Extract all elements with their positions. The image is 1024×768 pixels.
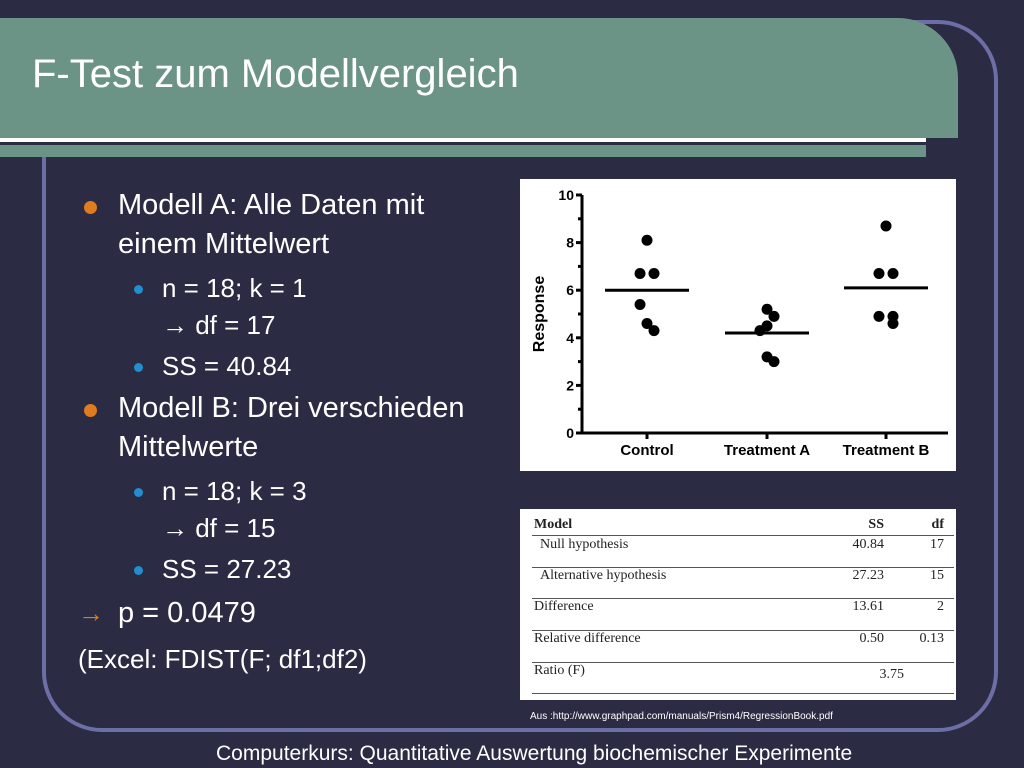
bullet-p-value: → p = 0.0479 xyxy=(78,594,508,633)
sub-bullet-df: → df = 17 xyxy=(162,310,276,340)
y-tick-label: 6 xyxy=(566,282,574,298)
table-row: Difference 13.61 2 xyxy=(532,599,954,631)
x-tick-label: Treatment B xyxy=(843,442,930,459)
x-tick-label: Control xyxy=(620,442,673,459)
bullet-dot xyxy=(84,404,97,417)
table-row: Relative difference 0.50 0.13 xyxy=(532,631,954,663)
y-axis-label: Response xyxy=(531,276,548,353)
table-cell-label: Difference xyxy=(534,599,594,614)
data-point xyxy=(641,234,653,246)
sub-bullet-df: → df = 15 xyxy=(162,513,276,543)
title-underline xyxy=(0,145,926,157)
data-point xyxy=(761,303,773,315)
chart-svg: 0 2 4 6 8 10 Response Control Treatment A Treatme… xyxy=(531,187,948,459)
data-point xyxy=(873,268,885,280)
title-band xyxy=(0,18,958,138)
sub-bullet-model-a-n: n = 18; k = 1 → df = 17 xyxy=(78,270,508,344)
title-divider xyxy=(0,138,926,142)
y-tick-label: 10 xyxy=(558,187,574,203)
bullet-list: Modell A: Alle Daten mit einem Mittelwer… xyxy=(78,186,508,677)
table-cell-ss: 40.84 xyxy=(852,537,885,552)
slide-title: F-Test zum Modellvergleich xyxy=(32,52,519,96)
arrow-right-icon: → xyxy=(78,598,104,628)
sub-bullet-dot xyxy=(134,285,143,294)
data-point xyxy=(887,268,899,280)
table-row: Null hypothesis 40.84 17 xyxy=(532,537,954,568)
table-cell-label: Alternative hypothesis xyxy=(540,568,667,583)
bullet-model-a: Modell A: Alle Daten mit einem Mittelwer… xyxy=(78,186,508,264)
ss-table: Model SS df Null hypothesis 40.84 17 Alt… xyxy=(520,509,956,700)
sub-bullet-text: SS = 40.84 xyxy=(162,351,292,381)
footer: Computerkurs: Quantitative Auswertung bi… xyxy=(216,742,853,765)
bullet-dot xyxy=(84,201,97,214)
table-row: Ratio (F) 3.75 xyxy=(532,663,954,694)
table-cell-df: 17 xyxy=(930,537,944,552)
table-cell-ss: 13.61 xyxy=(852,599,885,614)
table-cell-label: Ratio (F) xyxy=(534,663,585,678)
data-point xyxy=(641,318,653,330)
bullet-text: p = 0.0479 xyxy=(118,597,256,629)
table-cell-df: 0.13 xyxy=(919,631,945,646)
sub-bullet-model-b-n: n = 18; k = 3 → df = 15 xyxy=(78,473,508,547)
sub-bullet-dot xyxy=(134,566,143,575)
source-note: Aus :http://www.graphpad.com/manuals/Pri… xyxy=(530,711,833,722)
table-cell-df: 2 xyxy=(937,599,944,614)
scatter-chart: 0 2 4 6 8 10 Response Control Treatment A Treatme… xyxy=(520,179,956,471)
data-point xyxy=(648,325,660,337)
bullet-text: Modell A: Alle Daten mit einem Mittelwer… xyxy=(118,189,425,260)
y-tick-label: 0 xyxy=(566,425,574,441)
sub-bullet-text: n = 18; k = 1 xyxy=(162,273,307,303)
sub-bullet-dot xyxy=(134,363,143,372)
table-header-df: df xyxy=(931,517,944,532)
table-row: Alternative hypothesis 27.23 15 xyxy=(532,568,954,599)
excel-note: (Excel: FDIST(F; df1;df2) xyxy=(78,644,367,674)
x-tick-label: Treatment A xyxy=(724,442,810,459)
sub-bullet-text: SS = 27.23 xyxy=(162,554,292,584)
data-point xyxy=(768,356,780,368)
data-point xyxy=(634,298,646,310)
sub-bullet-dot xyxy=(134,488,143,497)
table-header-model: Model xyxy=(534,517,573,532)
y-tick-label: 4 xyxy=(566,330,574,346)
sub-bullet-model-a-ss: SS = 40.84 xyxy=(78,348,508,385)
data-point xyxy=(887,318,899,330)
sub-bullet-text: n = 18; k = 3 xyxy=(162,476,307,506)
data-point xyxy=(873,310,885,322)
table-cell-ss: 3.75 xyxy=(879,667,905,682)
table-header-row: Model SS df xyxy=(532,517,954,536)
y-tick-label: 2 xyxy=(566,377,574,393)
data-point xyxy=(880,220,892,232)
bullet-text: Modell B: Drei verschieden Mittelwerte xyxy=(118,392,465,463)
table-header-ss: SS xyxy=(868,517,884,532)
table-cell-ss: 0.50 xyxy=(859,631,885,646)
data-point xyxy=(634,268,646,280)
sub-bullet-model-b-ss: SS = 27.23 xyxy=(78,551,508,588)
table-cell-df: 15 xyxy=(930,568,944,583)
y-tick-label: 8 xyxy=(566,235,574,251)
data-point xyxy=(648,268,660,280)
title-divider-gap xyxy=(0,142,926,145)
table-cell-ss: 27.23 xyxy=(852,568,885,583)
table-cell-label: Null hypothesis xyxy=(540,537,629,552)
data-point xyxy=(768,310,780,322)
bullet-model-b: Modell B: Drei verschieden Mittelwerte xyxy=(78,389,508,467)
table-cell-label: Relative difference xyxy=(534,631,641,646)
